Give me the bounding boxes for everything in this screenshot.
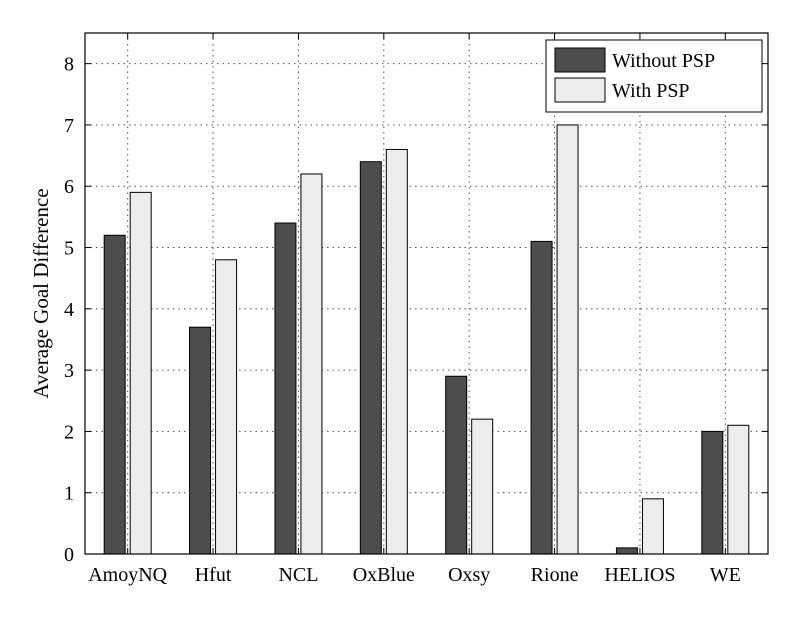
bar-without-psp-oxsy [445,375,468,555]
grid-lines [85,33,768,554]
y-tick-label: 1 [64,483,74,505]
bar-without-psp-we [701,430,724,555]
bar-with-psp-we [727,424,750,555]
y-tick-label: 0 [64,544,74,566]
legend-swatch-with-psp [554,77,606,103]
bar-without-psp-hfut [189,326,212,555]
bar-with-psp-amoynq [129,191,152,555]
bar-with-psp-hfut [215,259,238,555]
x-tick-label-oxsy: Oxsy [448,564,490,586]
y-tick-label: 8 [64,54,74,76]
bar-without-psp-oxblue [359,161,382,555]
x-tick-label-ncl: NCL [278,564,318,586]
y-axis-label: Average Goal Difference [29,188,53,398]
x-tick-label-oxblue: OxBlue [353,564,415,586]
bars [103,124,750,555]
bar-without-psp-amoynq [103,234,126,555]
x-tick-label-rione: Rione [531,564,579,586]
legend-label-without-psp: Without PSP [612,50,715,72]
plot-frame [84,32,769,555]
y-tick-label: 2 [64,421,74,443]
bar-with-psp-ncl [300,173,323,555]
x-tick-label-amoynq: AmoyNQ [88,564,167,586]
bar-without-psp-ncl [274,222,297,555]
y-tick-label: 7 [64,115,74,137]
bar-without-psp-helios [615,547,638,555]
y-tick-label: 4 [64,299,74,321]
x-tick-label-hfut: Hfut [195,564,232,586]
legend-label-with-psp: With PSP [612,80,690,102]
x-tick-label-helios: HELIOS [604,564,675,586]
y-tick-label: 3 [64,360,74,382]
x-tick-label-we: WE [710,564,741,586]
legend: Without PSP With PSP [545,39,763,113]
bar-with-psp-oxblue [385,148,408,555]
x-axis-ticks: AmoyNQ Hfut NCL OxBlue Oxsy Rione HELIOS WE [88,33,741,586]
bar-with-psp-helios [641,498,664,555]
bar-with-psp-oxsy [471,418,494,555]
y-tick-label: 5 [64,238,74,260]
bar-without-psp-rione [530,240,553,555]
bar-with-psp-rione [556,124,579,555]
y-axis-ticks: 0 1 2 3 4 5 6 7 8 [64,54,768,566]
legend-swatch-without-psp [554,47,606,73]
y-tick-label: 6 [64,176,74,198]
